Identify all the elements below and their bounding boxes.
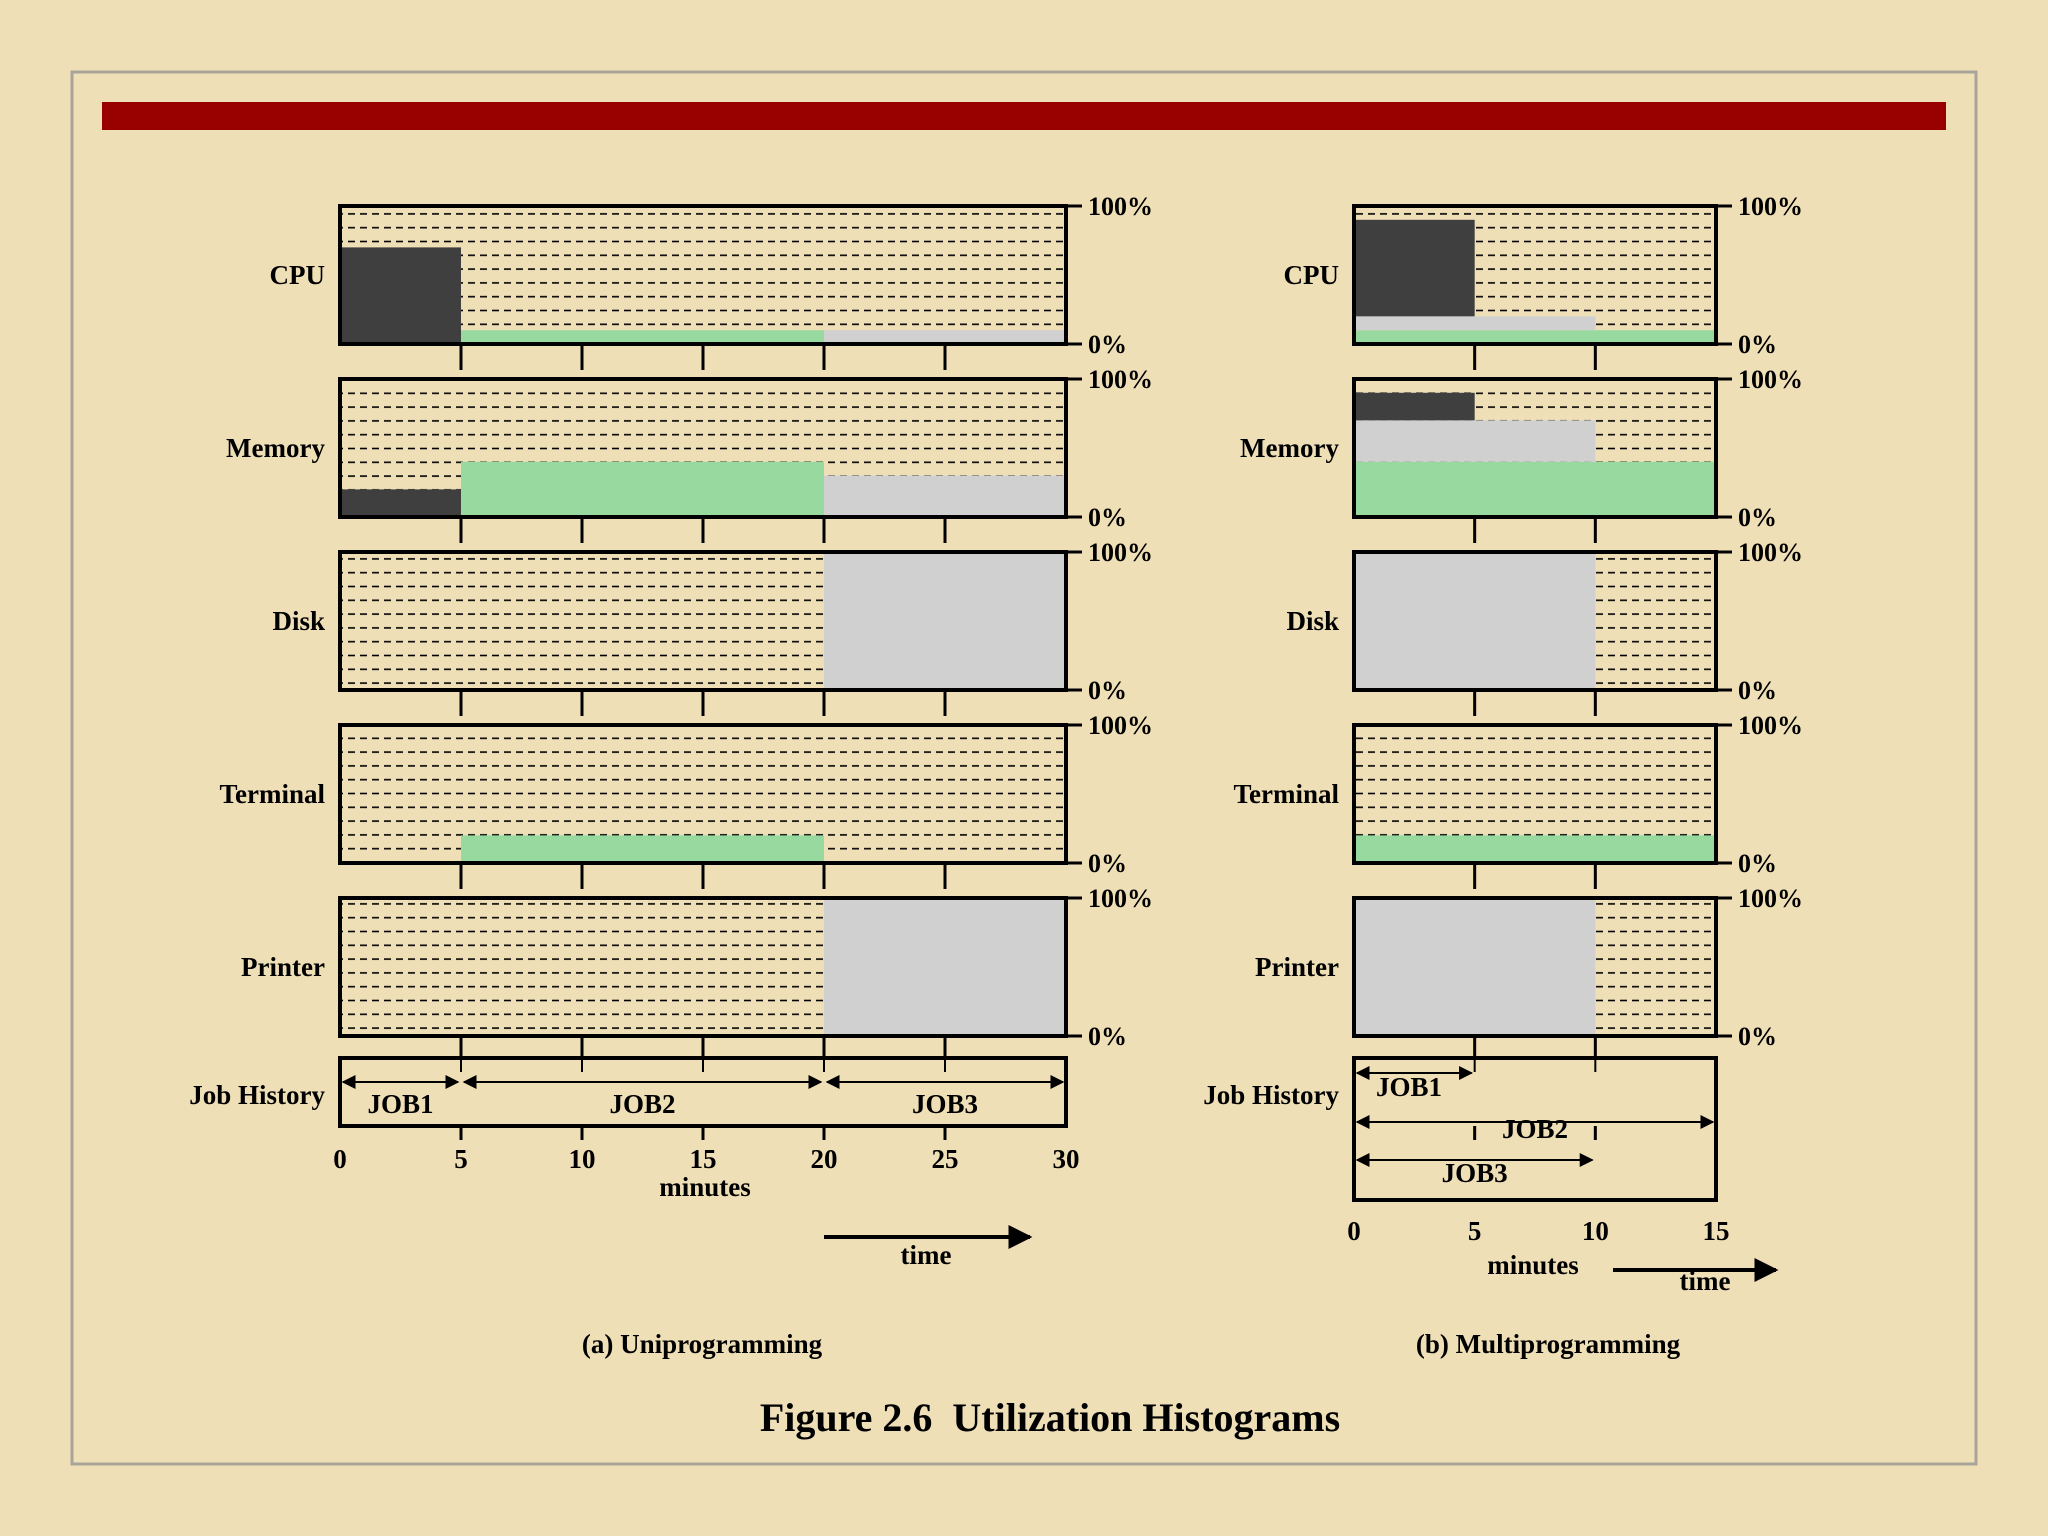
title-bar [102, 102, 1946, 130]
bar-job2-cpu [1354, 330, 1716, 344]
job-label-job2: JOB2 [1502, 1114, 1568, 1144]
time-label: time [1680, 1266, 1731, 1296]
x-tick-label: 15 [690, 1144, 717, 1174]
row-label-printer: Printer [1255, 952, 1339, 982]
scale-label-0: 0% [1088, 1022, 1127, 1051]
panel-border [1352, 896, 1718, 1038]
scale-label-100: 100% [1088, 711, 1153, 740]
slide-frame [70, 70, 1978, 1466]
row-label-job-history: Job History [189, 1080, 325, 1110]
bar-job3-memory [824, 475, 1066, 517]
chart-caption-multiprogramming: (b) Multiprogramming [1416, 1329, 1681, 1359]
multiprogramming-chart: 100%0%CPU100%0%Memory100%0%Disk100%0%Ter… [1203, 192, 1803, 1296]
row-label-terminal: Terminal [219, 779, 325, 809]
scale-label-0: 0% [1738, 1022, 1777, 1051]
panel-border [1352, 723, 1718, 865]
scale-label-0: 0% [1088, 503, 1127, 532]
row-label-cpu: CPU [270, 260, 326, 290]
time-label: time [901, 1240, 952, 1270]
row-label-job-history: Job History [1203, 1080, 1339, 1110]
row-label-disk: Disk [272, 606, 325, 636]
job-history: Job History JOB1 JOB2 JOB3 [1203, 1056, 1718, 1202]
panel-disk: 100% 0% Disk [1286, 538, 1803, 705]
chart-caption-uniprogramming: (a) Uniprogramming [582, 1329, 823, 1359]
bar-job3-disk [1354, 552, 1596, 690]
scale-label-100: 100% [1088, 538, 1153, 567]
scale-label-100: 100% [1738, 538, 1803, 567]
bar-job1-cpu [1354, 219, 1475, 317]
scale-label-0: 0% [1738, 330, 1777, 359]
job-history: Job History JOB1 JOB2 JOB3 [189, 1056, 1068, 1128]
bar-job3-cpu [824, 330, 1066, 344]
panel-printer: 100% 0% Printer [241, 884, 1153, 1051]
bar-job2-memory [461, 461, 824, 517]
job-label-job1: JOB1 [1376, 1072, 1442, 1102]
panel-terminal: 100% 0% Terminal [219, 711, 1153, 878]
panel-printer: 100% 0% Printer [1255, 884, 1803, 1051]
x-tick-label: 5 [1468, 1216, 1482, 1246]
x-tick-label: 0 [333, 1144, 347, 1174]
row-label-disk: Disk [1286, 606, 1339, 636]
row-label-memory: Memory [226, 433, 325, 463]
row-label-cpu: CPU [1284, 260, 1340, 290]
scale-label-0: 0% [1088, 849, 1127, 878]
bar-job3-disk [824, 552, 1066, 690]
row-label-memory: Memory [1240, 433, 1339, 463]
x-tick-label: 10 [1582, 1216, 1609, 1246]
panel-memory: 100% 0% Memory [1240, 365, 1803, 532]
bar-job3-printer [824, 898, 1066, 1036]
x-tick-label: 20 [811, 1144, 838, 1174]
scale-label-0: 0% [1738, 676, 1777, 705]
job-label-job3: JOB3 [912, 1089, 978, 1119]
job-label-job1: JOB1 [367, 1089, 433, 1119]
scale-label-100: 100% [1088, 884, 1153, 913]
job-history-box [1352, 1056, 1718, 1202]
scale-label-0: 0% [1738, 503, 1777, 532]
figure-title: Figure 2.6 Utilization Histograms [760, 1395, 1340, 1440]
x-tick-label: 30 [1053, 1144, 1080, 1174]
job-history-box [338, 1056, 1068, 1128]
panel-cpu: 100% 0% CPU [1284, 192, 1804, 359]
bar-job3-printer [1354, 898, 1596, 1036]
row-label-terminal: Terminal [1233, 779, 1339, 809]
bar-job2-cpu [461, 330, 824, 344]
scale-label-0: 0% [1738, 849, 1777, 878]
panel-cpu: 100% 0% CPU [270, 192, 1154, 359]
x-tick-label: 15 [1703, 1216, 1730, 1246]
uniprogramming-chart: 100%0%CPU100%0%Memory100%0%Disk100%0%Ter… [189, 192, 1153, 1270]
panel-memory: 100% 0% Memory [226, 365, 1153, 532]
x-tick-label: 5 [454, 1144, 468, 1174]
bar-job2-terminal [1354, 835, 1716, 863]
x-axis-label: minutes [659, 1172, 751, 1202]
panel-border [1352, 377, 1718, 519]
job-label-job3: JOB3 [1442, 1158, 1508, 1188]
x-axis-label: minutes [1487, 1250, 1579, 1280]
job-label-job2: JOB2 [609, 1089, 675, 1119]
x-tick-label: 25 [932, 1144, 959, 1174]
scale-label-100: 100% [1738, 884, 1803, 913]
panel-border [1352, 550, 1718, 692]
scale-label-100: 100% [1738, 192, 1803, 221]
scale-label-100: 100% [1738, 365, 1803, 394]
row-label-printer: Printer [241, 952, 325, 982]
x-tick-label: 0 [1347, 1216, 1361, 1246]
scale-label-100: 100% [1088, 192, 1153, 221]
bar-job2-terminal [461, 835, 824, 863]
bar-job3-cpu [1354, 316, 1596, 331]
scale-label-0: 0% [1088, 330, 1127, 359]
panel-border [1352, 204, 1718, 346]
bar-job3-memory [1354, 420, 1596, 462]
bar-job2-memory [1354, 461, 1716, 517]
bar-job1-memory [340, 489, 461, 517]
panel-terminal: 100% 0% Terminal [1233, 711, 1803, 878]
scale-label-100: 100% [1088, 365, 1153, 394]
scale-label-0: 0% [1088, 676, 1127, 705]
scale-label-100: 100% [1738, 711, 1803, 740]
bar-job1-memory [1354, 392, 1475, 421]
x-tick-label: 10 [569, 1144, 596, 1174]
bar-job1-cpu [340, 247, 461, 344]
panel-disk: 100% 0% Disk [272, 538, 1153, 705]
